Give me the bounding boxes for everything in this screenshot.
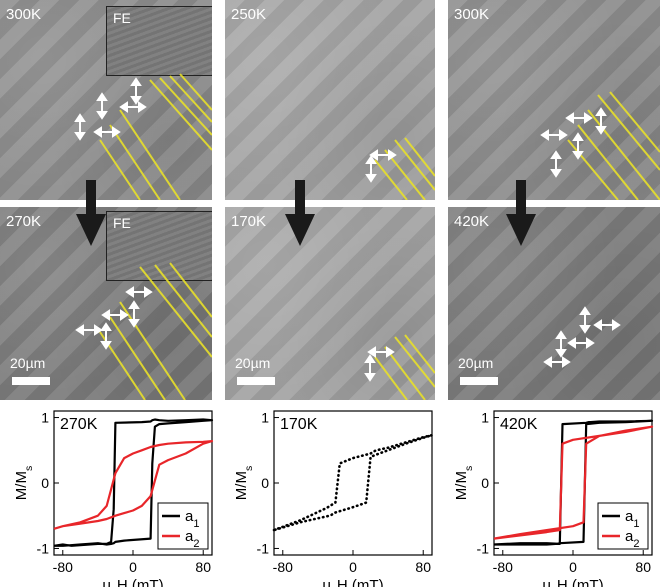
yellow-stripes: [374, 334, 435, 400]
yellow-stripes: [99, 262, 212, 400]
domain-arrows: [540, 107, 607, 178]
x-tick-label: 80: [415, 559, 431, 575]
legend-label-a2: a2: [185, 528, 199, 550]
temperature-label: 300K: [6, 6, 42, 23]
fe-inset: FE: [106, 6, 212, 76]
series-data-line: [272, 433, 434, 532]
x-axis-label: μ0H (mT): [542, 577, 603, 587]
y-tick-label: -1: [37, 540, 50, 556]
transition-arrow-down-2: [285, 180, 315, 246]
y-axis-label: M/Ms: [233, 466, 255, 500]
legend-label-a1: a1: [625, 508, 639, 530]
x-tick-label: 80: [635, 559, 651, 575]
scale-bar-label: 20µm: [10, 355, 46, 371]
x-tick-label: 0: [129, 559, 137, 575]
micrograph-420k: 420K 20µm: [448, 207, 660, 400]
x-tick-label: 0: [349, 559, 357, 575]
micrograph-300k-col1: 300K FE: [0, 0, 212, 200]
transition-arrow-down-1: [76, 180, 106, 246]
y-axis-label: M/Ms: [13, 466, 35, 500]
micrograph-300k-col3: 300K: [448, 0, 660, 200]
y-tick-label: -1: [477, 540, 490, 556]
y-tick-label: 1: [261, 410, 269, 426]
legend-label-a1: a1: [185, 508, 199, 530]
scale-bar-label: 20µm: [458, 355, 494, 371]
temperature-annotation: 420K: [500, 416, 538, 433]
y-tick-label: 0: [261, 475, 269, 491]
x-tick-label: -80: [273, 559, 293, 575]
transition-arrow-down-3: [506, 180, 536, 246]
domain-arrows: [365, 149, 397, 183]
y-tick-label: 0: [41, 475, 49, 491]
legend-box: [597, 502, 649, 550]
scale-bar-label: 20µm: [235, 355, 271, 371]
y-tick-label: 0: [481, 475, 489, 491]
series-a2-line: [53, 439, 214, 530]
inset-label: FE: [113, 215, 131, 231]
temperature-label: 250K: [231, 6, 267, 23]
domain-arrows: [74, 77, 147, 141]
inset-label: FE: [113, 10, 131, 26]
plot-frame: [273, 410, 433, 556]
x-tick-label: -80: [493, 559, 513, 575]
y-axis-label: M/Ms: [453, 466, 475, 500]
x-tick-label: -80: [53, 559, 73, 575]
domain-arrows: [364, 346, 395, 382]
micrograph-250k: 250K: [225, 0, 435, 200]
x-axis-label: μ0H (mT): [322, 577, 383, 587]
temperature-label: 270K: [6, 213, 42, 230]
legend-box: [157, 502, 209, 550]
x-tick-label: 0: [569, 559, 577, 575]
series-a1-line: [53, 418, 214, 547]
fe-inset: FE: [106, 211, 212, 281]
legend-label-a2: a2: [625, 528, 639, 550]
temperature-annotation: 270K: [60, 416, 98, 433]
y-tick-label: 1: [41, 410, 49, 426]
series-a2-line: [493, 425, 654, 540]
yellow-stripes: [567, 91, 660, 200]
scale-bar: [12, 377, 50, 385]
y-tick-label: 1: [481, 410, 489, 426]
temperature-label: 170K: [231, 213, 267, 230]
temperature-label: 300K: [454, 6, 490, 23]
yellow-stripes: [99, 73, 212, 200]
x-tick-label: 80: [195, 559, 211, 575]
domain-arrows: [543, 306, 621, 368]
hysteresis-chart-170k: -80 0 80 -1 0 1 μ0H (mT) M/Ms 170K: [233, 410, 434, 587]
domain-arrows: [75, 286, 153, 350]
temperature-annotation: 170K: [280, 416, 318, 433]
micrograph-170k: 170K 20µm: [225, 207, 435, 400]
scale-bar: [460, 377, 498, 385]
scale-bar: [237, 377, 275, 385]
temperature-label: 420K: [454, 213, 490, 230]
micrograph-270k: 270K FE 20µm: [0, 207, 212, 400]
x-axis-label: μ0H (mT): [102, 577, 163, 587]
y-tick-label: -1: [257, 540, 270, 556]
